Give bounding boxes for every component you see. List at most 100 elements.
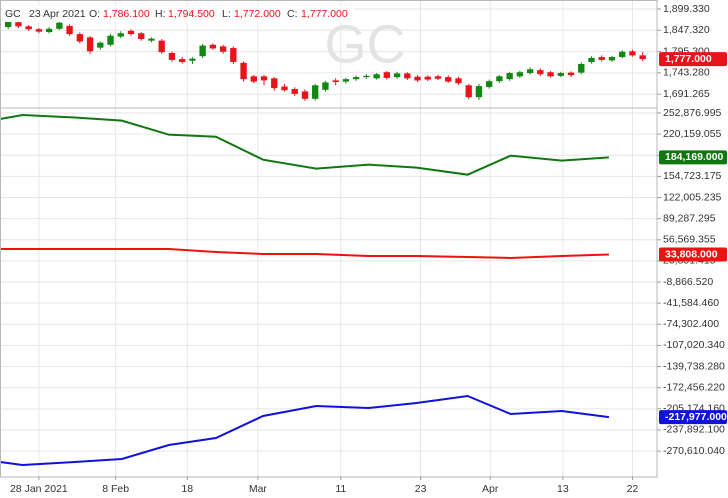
series-line [0, 394, 610, 467]
candle-body [485, 81, 493, 87]
y-tick-label: 89,287.295 [663, 212, 716, 224]
high-label: H: [155, 8, 166, 20]
candle-body [393, 73, 401, 78]
candle-body [66, 25, 73, 35]
open-value: 1,786.100 [103, 8, 150, 20]
x-tick-label: 23 [415, 483, 427, 495]
candle-body [117, 33, 124, 37]
y-tick-label: 220,159.055 [663, 128, 722, 140]
candle-body [557, 73, 564, 76]
high-value: 1,794.500 [168, 8, 215, 20]
series-line [0, 248, 609, 259]
candle-body [107, 35, 114, 45]
candle-body [475, 86, 483, 98]
price-tag-label: 1,777.000 [665, 53, 712, 65]
close-value: 1,777.000 [301, 8, 348, 20]
candle-body [76, 34, 83, 42]
candle-body [301, 91, 309, 99]
candle-body [567, 72, 575, 76]
x-tick-label: 8 Feb [102, 483, 129, 495]
candle-body [598, 57, 605, 60]
candle-body [414, 76, 421, 81]
candle-body [608, 57, 616, 61]
candle-body [322, 82, 329, 90]
x-tick-label: Mar [249, 483, 268, 495]
mark-layer [0, 18, 646, 467]
candle-body [56, 22, 63, 29]
price-tag [659, 150, 727, 165]
candle-body [209, 44, 217, 49]
candle-body [178, 59, 186, 62]
price-tag [659, 52, 727, 67]
candle-body [86, 37, 94, 52]
x-tick-label: 13 [557, 483, 569, 495]
y-tick-label: -41,584.460 [663, 297, 719, 309]
candle-body [373, 74, 380, 79]
price-tag-layer: 1,777.000 184,169.000 33,808.000 -217,977.0… [659, 52, 727, 425]
header-background [2, 6, 354, 22]
candle-body [127, 30, 135, 35]
candle-body [434, 76, 442, 79]
y-tick-label: -139,738.280 [663, 360, 725, 372]
price-tag [659, 410, 727, 425]
candle-body [138, 33, 145, 40]
candle-body [240, 62, 247, 80]
candle-body [15, 22, 22, 27]
price-tag-label: -217,977.000 [665, 411, 727, 423]
candle-body [148, 38, 155, 41]
candle-body [629, 51, 636, 56]
candle-body [260, 76, 268, 81]
candle-body [363, 75, 370, 78]
candle-body [281, 86, 288, 91]
candle-body [352, 77, 360, 80]
candle-body [5, 21, 12, 27]
candle-body [168, 52, 176, 60]
low-value: 1,772.000 [234, 8, 281, 20]
candle-body [199, 45, 206, 57]
candle-body [332, 80, 339, 83]
candle-body [189, 58, 196, 61]
candle-body [250, 76, 257, 82]
candle-body [342, 79, 350, 82]
candle-body [312, 85, 319, 99]
series-line [0, 113, 609, 176]
y-tick-label: -237,892.100 [663, 424, 725, 436]
candle-body [465, 85, 472, 98]
x-tick-label: 11 [335, 483, 346, 495]
y-tick-label: 1,847.320 [663, 24, 710, 36]
candle-body [526, 69, 534, 74]
candle-body [455, 78, 462, 84]
y-tick-label: -172,456.220 [663, 381, 725, 393]
y-tick-label: 56,569.355 [663, 234, 716, 246]
price-tag-label: 33,808.000 [665, 248, 718, 260]
candle-body [97, 42, 104, 48]
candle-body [219, 46, 227, 52]
date: 23 Apr 2021 [29, 8, 86, 20]
header: GC 23 Apr 2021 O: 1,786.100 H: 1,794.500… [2, 6, 354, 22]
candle-body [619, 51, 626, 58]
candle-body [424, 76, 431, 80]
y-tick-label: -107,020.340 [663, 339, 725, 351]
y-tick-label: 1,743.280 [663, 67, 710, 79]
y-tick-label: 122,005.235 [663, 191, 722, 203]
price-tag-label: 184,169.000 [665, 151, 724, 163]
candle-body [404, 73, 411, 79]
candle-body [547, 72, 554, 77]
candle-body [496, 76, 503, 82]
candle-body [271, 78, 278, 89]
candle-body [639, 55, 646, 60]
axis-label-layer: 1,899.3301,847.3201,795.3001,743.2801,69… [10, 3, 725, 495]
candle-body [291, 88, 298, 94]
candle-body [158, 40, 165, 53]
symbol: GC [5, 8, 21, 20]
candle-body [578, 64, 585, 73]
y-tick-label: -270,610.040 [663, 445, 725, 457]
x-tick-label: Apr [482, 483, 499, 495]
y-tick-label: -74,302.400 [663, 318, 719, 330]
y-tick-label: 1,899.330 [663, 3, 710, 15]
y-tick-label: 252,876.995 [663, 107, 722, 119]
candle-body [506, 73, 513, 80]
y-tick-label: 154,723.175 [663, 170, 722, 182]
